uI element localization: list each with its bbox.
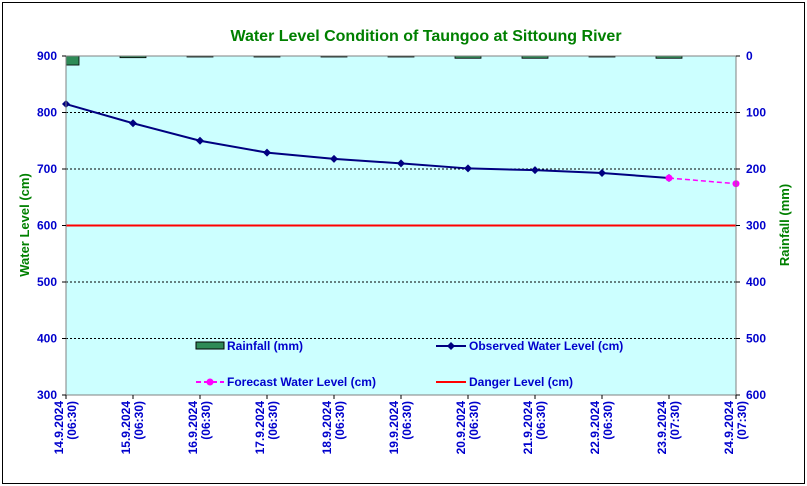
- x-tick-label: 24.9.2024: [722, 401, 736, 455]
- observed-point: [464, 164, 472, 173]
- x-tick-label: 18.9.2024: [320, 401, 334, 455]
- y2-tick-label: 0: [746, 49, 753, 63]
- x-tick-label: (06:30): [333, 401, 347, 440]
- y-tick-label: 700: [37, 162, 57, 176]
- y2-tick-label: 600: [746, 388, 766, 402]
- observed-point: [397, 159, 405, 168]
- chart-title: Water Level Condition of Taungoo at Sitt…: [230, 28, 621, 45]
- observed-line: [65, 103, 670, 180]
- observed-point: [598, 168, 606, 177]
- forecast-line: [668, 177, 737, 185]
- y-axis-label: Water Level (cm): [17, 173, 32, 277]
- x-tick-label: (06:30): [65, 401, 79, 440]
- observed-point: [330, 154, 338, 163]
- legend-rainfall-swatch: [195, 341, 225, 350]
- y-tick-label: 400: [37, 332, 57, 346]
- x-tick-label: 20.9.2024: [454, 401, 468, 455]
- y-tick-label: 600: [37, 219, 57, 233]
- legend-observed-marker: [447, 342, 455, 350]
- legend-rainfall-label: Rainfall (mm): [227, 339, 303, 353]
- y-axis-ticks: 900 800 700 600 500 400 300: [37, 49, 66, 402]
- x-tick-label: (06:30): [199, 401, 213, 440]
- y2-tick-label: 400: [746, 275, 766, 289]
- y-tick-label: 500: [37, 275, 57, 289]
- x-tick-label: (07:30): [735, 401, 749, 440]
- observed-point: [196, 136, 204, 145]
- x-tick-label: 15.9.2024: [119, 401, 133, 455]
- observed-point: [263, 148, 271, 157]
- observed-series: [62, 100, 673, 183]
- y-tick-label: 900: [37, 49, 57, 63]
- rainfall-bar: [65, 55, 80, 66]
- x-tick-label: (06:30): [467, 401, 481, 440]
- y2-tick-label: 100: [746, 106, 766, 120]
- x-tick-label: (06:30): [601, 401, 615, 440]
- x-tick-label: (07:30): [668, 401, 682, 440]
- forecast-series: [665, 174, 740, 188]
- observed-point: [129, 119, 137, 128]
- x-axis-ticks: 14.9.2024 (06:30) 15.9.2024 (06:30) 16.9.202…: [52, 395, 749, 454]
- y2-tick-label: 200: [746, 162, 766, 176]
- x-tick-label: 19.9.2024: [387, 401, 401, 455]
- y-tick-label: 300: [37, 388, 57, 402]
- x-tick-label: (06:30): [534, 401, 548, 440]
- x-tick-label: 22.9.2024: [588, 401, 602, 455]
- observed-point: [531, 166, 539, 175]
- legend-observed-label: Observed Water Level (cm): [469, 339, 623, 353]
- y2-tick-label: 500: [746, 332, 766, 346]
- forecast-point: [665, 174, 673, 182]
- x-tick-label: 21.9.2024: [521, 401, 535, 455]
- legend-forecast-marker: [206, 378, 214, 386]
- legend: Rainfall (mm) Observed Water Level (cm) …: [195, 339, 623, 389]
- y2-axis-label: Rainfall (mm): [777, 184, 792, 266]
- x-tick-label: 17.9.2024: [253, 401, 267, 455]
- x-tick-label: 16.9.2024: [186, 401, 200, 455]
- y-tick-label: 800: [37, 106, 57, 120]
- x-tick-label: (06:30): [400, 401, 414, 440]
- x-tick-label: (06:30): [132, 401, 146, 440]
- x-tick-label: 14.9.2024: [52, 401, 66, 455]
- legend-forecast-label: Forecast Water Level (cm): [227, 375, 376, 389]
- y2-axis-ticks: 0 100 200 300 400 500 600: [736, 49, 766, 402]
- legend-danger-label: Danger Level (cm): [469, 375, 573, 389]
- y2-tick-label: 300: [746, 219, 766, 233]
- x-tick-label: (06:30): [266, 401, 280, 440]
- x-tick-label: 23.9.2024: [655, 401, 669, 455]
